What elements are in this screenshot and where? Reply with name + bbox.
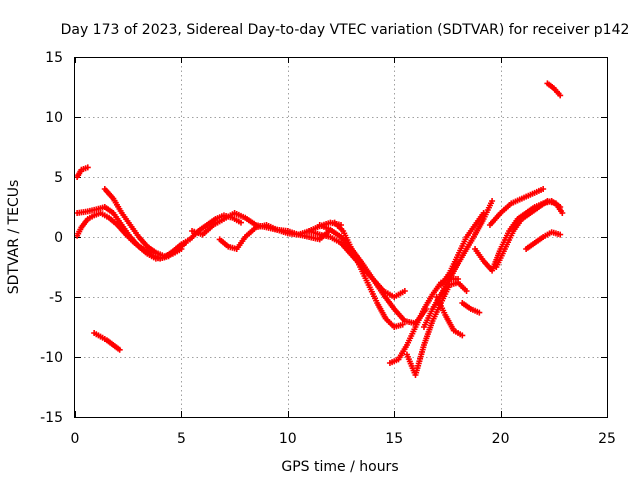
data-point bbox=[489, 198, 496, 204]
data-point bbox=[480, 210, 487, 216]
y-tick-label: -10 bbox=[40, 350, 63, 366]
series-track-d bbox=[91, 330, 123, 353]
x-tick-label: 20 bbox=[492, 431, 510, 447]
series-track-n bbox=[438, 210, 487, 288]
data-point bbox=[557, 92, 564, 99]
series-track-r bbox=[493, 198, 566, 270]
series-track-e bbox=[101, 186, 185, 260]
y-tick-label: 10 bbox=[45, 110, 63, 126]
data-point bbox=[237, 219, 244, 226]
chart-title: Day 173 of 2023, Sidereal Day-to-day VTE… bbox=[61, 22, 630, 38]
tick-labels: 0 5 10 15 20 25 -15 -10 -5 0 5 10 15 bbox=[40, 50, 616, 447]
series-track-g bbox=[216, 222, 334, 252]
series-track-p bbox=[459, 300, 483, 316]
x-tick-label: 15 bbox=[385, 431, 403, 447]
y-tick-label: -5 bbox=[49, 290, 63, 306]
x-tick-label: 0 bbox=[71, 431, 80, 447]
series-track-o bbox=[433, 294, 466, 339]
series-track-c bbox=[74, 164, 91, 180]
data-points bbox=[74, 80, 566, 378]
series-track-l bbox=[403, 279, 470, 378]
x-tick-label: 10 bbox=[279, 431, 297, 447]
data-point bbox=[476, 309, 483, 316]
y-tick-label: 0 bbox=[54, 230, 63, 246]
data-point bbox=[84, 164, 91, 171]
x-tick-label: 5 bbox=[177, 431, 186, 447]
data-point bbox=[559, 210, 566, 216]
data-point bbox=[459, 332, 466, 339]
series-track-s bbox=[486, 186, 547, 228]
y-axis-label: SDTVAR / TECUs bbox=[6, 180, 22, 295]
data-point bbox=[178, 246, 185, 252]
series-track-u bbox=[544, 80, 564, 99]
series-track-j bbox=[331, 219, 406, 330]
data-point bbox=[401, 288, 408, 294]
data-point bbox=[399, 321, 406, 328]
x-axis-label: GPS time / hours bbox=[281, 459, 398, 475]
data-point bbox=[557, 231, 564, 238]
y-tick-label: 5 bbox=[54, 170, 63, 186]
data-point bbox=[463, 288, 470, 294]
series-track-m bbox=[420, 198, 496, 330]
y-tick-label: -15 bbox=[40, 410, 63, 426]
y-tick-label: 15 bbox=[45, 50, 63, 66]
x-tick-label: 25 bbox=[598, 431, 616, 447]
data-point bbox=[116, 346, 123, 353]
series-track-t bbox=[523, 229, 564, 252]
data-point bbox=[540, 186, 547, 192]
data-point bbox=[182, 240, 189, 246]
plot-frame bbox=[74, 57, 608, 418]
